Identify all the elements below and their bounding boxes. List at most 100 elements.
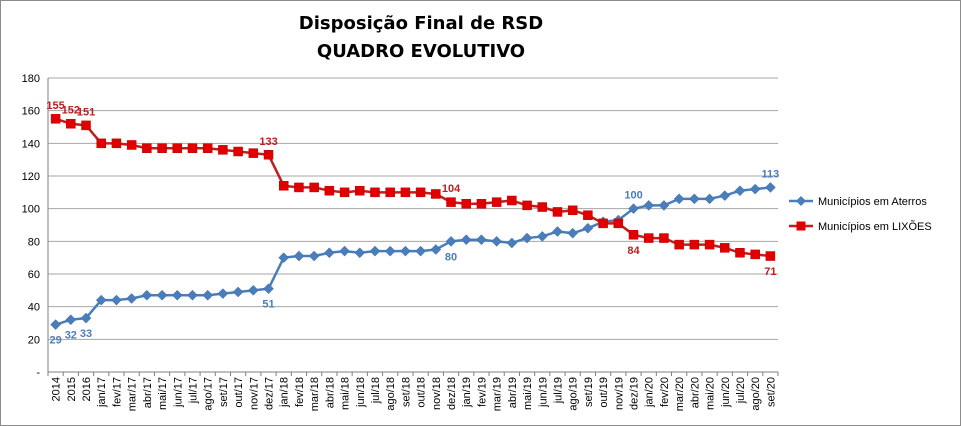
x-tick-label: jun/19 xyxy=(537,377,549,408)
data-point-diamond xyxy=(719,190,731,201)
data-point-diamond xyxy=(749,183,761,195)
data-point-square xyxy=(765,251,776,261)
y-tick-label: 20 xyxy=(28,334,40,346)
data-point-square xyxy=(720,243,730,253)
data-point-diamond xyxy=(354,247,366,259)
x-tick-label: abr/18 xyxy=(324,377,336,408)
data-point-square xyxy=(507,195,517,206)
x-tick-label: abr/17 xyxy=(142,377,154,408)
data-label: 32 xyxy=(65,330,77,342)
data-point-square xyxy=(248,148,259,158)
data-point-square xyxy=(689,239,700,250)
data-point-square xyxy=(233,146,243,157)
data-point-square xyxy=(446,197,456,207)
x-tick-label: 2015 xyxy=(66,377,78,401)
x-tick-label: mai/18 xyxy=(340,377,352,410)
data-point-square xyxy=(583,210,593,220)
data-point-diamond xyxy=(308,250,320,262)
x-tick-label: jul/19 xyxy=(552,377,564,404)
data-point-square xyxy=(278,181,289,191)
x-tick-label: fev/17 xyxy=(111,377,123,407)
data-point-square xyxy=(613,218,624,229)
data-point-diamond xyxy=(293,250,305,262)
data-label: 80 xyxy=(445,251,457,263)
data-point-diamond xyxy=(460,234,472,246)
data-point-diamond xyxy=(65,314,77,326)
x-tick-label: mar/20 xyxy=(674,377,686,411)
data-point-square xyxy=(385,187,395,198)
data-point-square xyxy=(81,120,91,131)
x-tick-label: mar/17 xyxy=(127,377,139,411)
data-point-square xyxy=(187,143,198,153)
data-point-square xyxy=(263,150,274,160)
x-tick-label: 2014 xyxy=(51,377,63,401)
x-tick-label: set/18 xyxy=(400,377,412,407)
data-point-diamond xyxy=(111,294,122,306)
data-label: 29 xyxy=(49,335,61,347)
x-tick-label: out/17 xyxy=(233,377,245,408)
data-point-diamond xyxy=(430,244,442,255)
x-tick-label: mar/19 xyxy=(492,377,504,411)
data-point-diamond xyxy=(552,226,563,237)
x-tick-label: jan/19 xyxy=(461,377,473,408)
legend-label: Municípios em LIXÕES xyxy=(818,220,932,233)
data-point-square xyxy=(750,249,760,260)
data-point-diamond xyxy=(536,231,548,242)
legend-label: Municípios em Aterros xyxy=(818,196,927,208)
data-point-diamond xyxy=(50,319,61,330)
data-point-square xyxy=(126,140,137,150)
y-tick-label: 160 xyxy=(22,106,40,118)
data-label: 100 xyxy=(624,190,642,202)
data-point-diamond xyxy=(689,193,700,205)
x-tick-label: nov/17 xyxy=(248,377,260,410)
data-point-diamond xyxy=(187,289,198,301)
data-point-square xyxy=(491,197,502,207)
x-tick-label: dez/19 xyxy=(629,377,641,410)
data-point-diamond xyxy=(278,252,290,264)
x-tick-label: mai/19 xyxy=(522,377,534,410)
data-point-diamond xyxy=(704,193,715,205)
data-point-diamond xyxy=(582,222,594,234)
data-point-square xyxy=(628,230,639,240)
data-point-diamond xyxy=(156,289,168,301)
data-point-diamond xyxy=(217,288,229,299)
x-tick-label: abr/19 xyxy=(507,377,519,408)
data-point-square xyxy=(552,207,563,217)
x-tick-label: fev/19 xyxy=(476,377,488,407)
x-tick-label: mai/20 xyxy=(705,377,717,410)
data-label: 133 xyxy=(259,136,277,148)
x-tick-label: ago/17 xyxy=(203,377,215,411)
data-point-diamond xyxy=(202,289,214,301)
x-tick-label: dez/18 xyxy=(446,377,458,410)
x-tick-label: out/19 xyxy=(598,377,610,408)
data-label: 155 xyxy=(46,100,64,112)
data-point-diamond xyxy=(491,235,502,247)
data-point-diamond xyxy=(263,283,274,295)
data-point-square xyxy=(309,182,319,193)
data-point-diamond xyxy=(521,232,533,244)
x-tick-label: jan/20 xyxy=(644,377,656,408)
data-point-square xyxy=(659,233,669,243)
data-point-square xyxy=(218,145,228,155)
y-tick-label: 120 xyxy=(22,171,40,183)
data-point-diamond xyxy=(643,200,655,211)
x-tick-label: jun/17 xyxy=(172,377,184,408)
x-tick-label: jun/20 xyxy=(720,377,732,408)
data-point-diamond xyxy=(400,245,411,257)
legend-marker-diamond xyxy=(796,196,806,206)
legend-marker-square xyxy=(796,221,806,231)
x-tick-label: out/18 xyxy=(416,377,428,408)
y-tick-label: 180 xyxy=(22,73,40,85)
data-label: 71 xyxy=(764,266,776,278)
x-tick-label: nov/19 xyxy=(613,377,625,410)
x-tick-label: fev/20 xyxy=(659,377,671,407)
x-tick-label: mai/17 xyxy=(157,377,169,410)
data-point-diamond xyxy=(369,245,381,257)
data-point-square xyxy=(370,187,380,198)
data-point-square xyxy=(172,143,183,153)
y-tick-label: 80 xyxy=(28,236,40,248)
data-point-square xyxy=(537,202,548,212)
data-point-square xyxy=(522,200,532,211)
data-label: 51 xyxy=(262,299,274,311)
data-point-square xyxy=(674,239,684,250)
